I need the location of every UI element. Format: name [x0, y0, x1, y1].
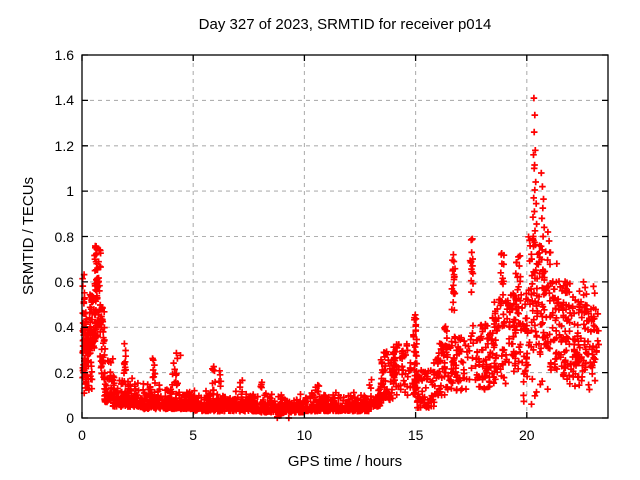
y-tick-label: 1.2 [54, 137, 74, 154]
plot-border [81, 54, 609, 419]
y-tick-label: 1.6 [54, 47, 74, 63]
y-tick-label: 1.4 [54, 92, 74, 109]
y-tick-label: 0.6 [54, 273, 74, 290]
x-tick-label: 20 [519, 427, 535, 443]
x-tick-label: 0 [78, 427, 86, 443]
x-tick-label: 15 [407, 427, 424, 443]
x-tick-label: 5 [189, 427, 198, 443]
x-axis-title: GPS time / hours [287, 453, 403, 470]
y-tick-label: 1 [66, 183, 74, 200]
y-tick-label: 0.2 [54, 364, 74, 381]
chart-title: Day 327 of 2023, SRMTID for receiver p01… [198, 16, 492, 33]
y-tick-label: 0.8 [54, 228, 74, 245]
y-tick-label: 0.4 [54, 319, 74, 336]
y-tick-label: 0 [66, 410, 74, 426]
scatter-points [79, 94, 602, 422]
x-tick-label: 10 [296, 427, 313, 443]
